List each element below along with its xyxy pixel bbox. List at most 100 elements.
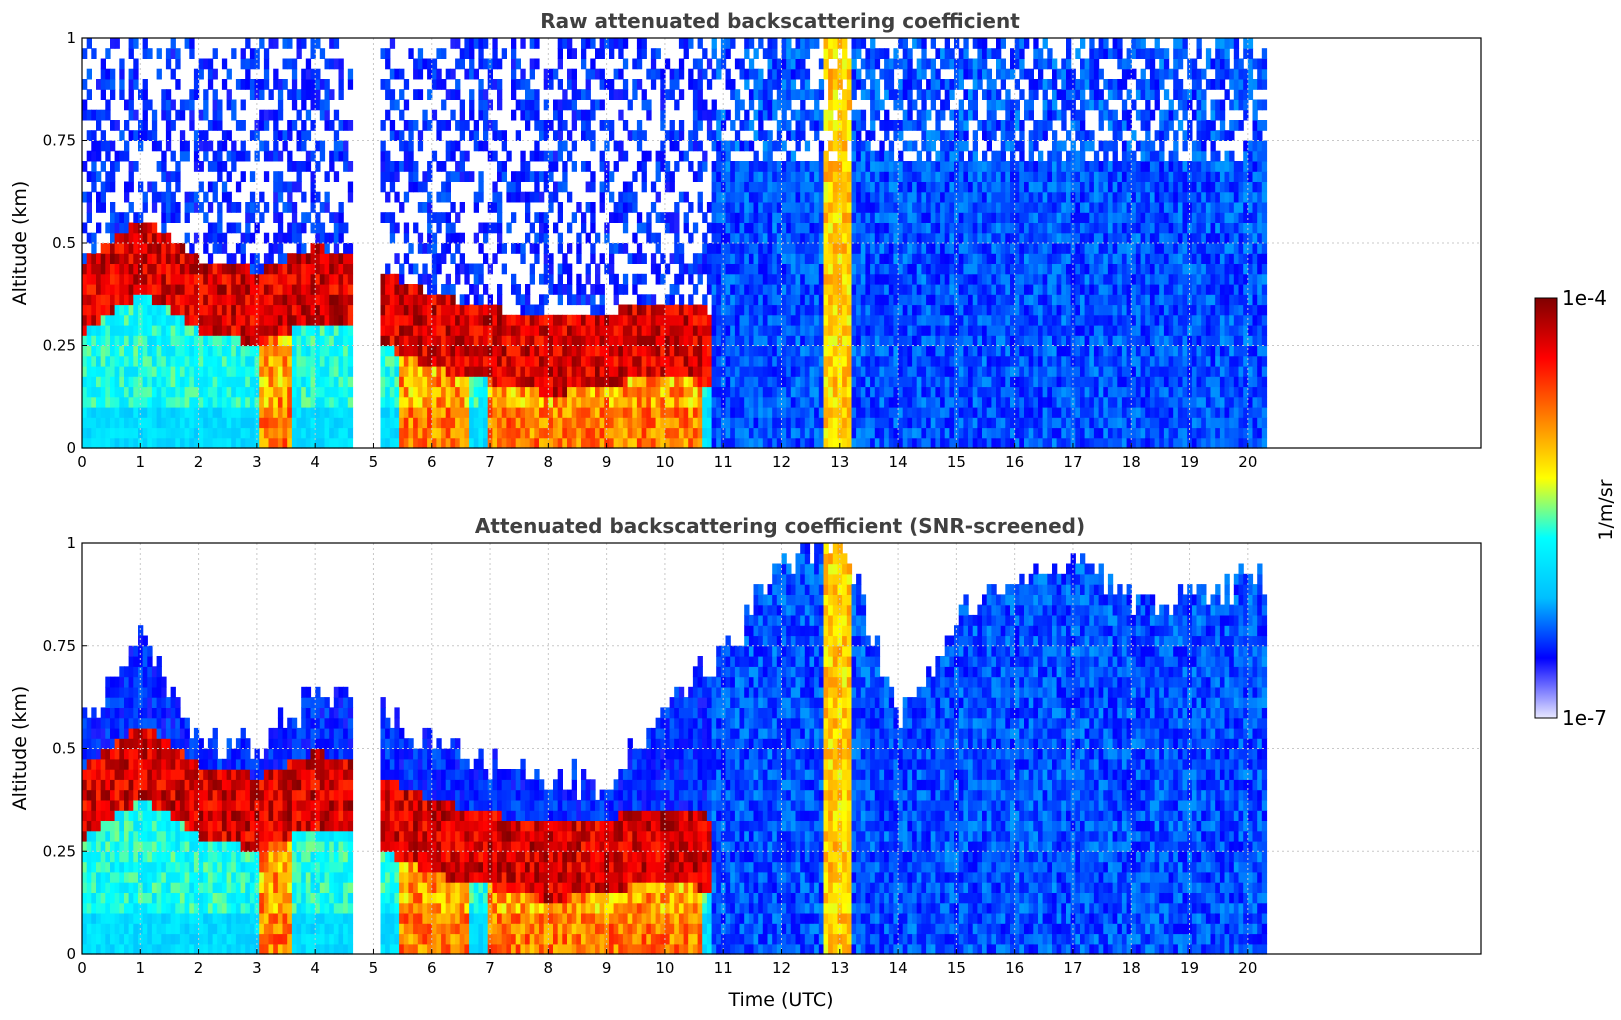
heatmap-cell	[543, 253, 549, 264]
heatmap-cell	[198, 273, 204, 285]
heatmap-cell	[585, 181, 591, 193]
heatmap-cell	[818, 273, 825, 285]
heatmap-cell	[142, 273, 148, 285]
heatmap-cell	[170, 284, 176, 295]
heatmap-cell	[842, 232, 848, 244]
heatmap-cell	[599, 48, 605, 59]
heatmap-cell	[804, 48, 811, 59]
heatmap-cell	[804, 407, 811, 418]
heatmap-cell	[142, 202, 148, 213]
heatmap-cell	[720, 109, 727, 121]
heatmap-cell	[776, 396, 783, 408]
heatmap-cell	[338, 376, 344, 388]
heatmap-cell	[310, 335, 316, 347]
heatmap-cell	[282, 325, 288, 336]
heatmap-cell	[893, 191, 899, 203]
heatmap-cell	[702, 386, 708, 398]
heatmap-cell	[781, 284, 787, 295]
heatmap-cell	[431, 366, 438, 377]
heatmap-cell	[96, 407, 102, 418]
heatmap-cell	[595, 437, 601, 449]
heatmap-cell	[697, 109, 703, 121]
heatmap-cell	[562, 314, 568, 326]
heatmap-cell	[543, 171, 549, 182]
heatmap-cell	[301, 222, 307, 234]
heatmap-cell	[268, 417, 274, 429]
heatmap-cell	[790, 417, 797, 429]
heatmap-cell	[165, 232, 172, 244]
heatmap-cell	[403, 345, 410, 357]
heatmap-cell	[795, 325, 801, 336]
heatmap-cell	[730, 304, 736, 316]
heatmap-cell	[329, 120, 335, 131]
heatmap-cell	[678, 273, 685, 285]
heatmap-cell	[539, 273, 545, 285]
heatmap-cell	[151, 253, 158, 264]
heatmap-cell	[170, 417, 176, 429]
heatmap-cell	[431, 427, 438, 439]
heatmap-cell	[664, 437, 671, 449]
heatmap-cell	[226, 130, 232, 141]
heatmap-cell	[189, 314, 195, 326]
heatmap-cell	[413, 181, 419, 193]
heatmap-cell	[781, 427, 787, 439]
heatmap-cell	[436, 212, 442, 223]
heatmap-cell	[189, 325, 195, 336]
heatmap-cell	[860, 150, 867, 162]
heatmap-cell	[898, 427, 904, 439]
heatmap-cell	[315, 68, 321, 80]
heatmap-cell	[604, 181, 610, 193]
heatmap-cell	[436, 79, 442, 90]
heatmap-cell	[389, 120, 396, 131]
heatmap-cell	[767, 273, 773, 285]
heatmap-cell	[170, 355, 176, 367]
heatmap-cell	[842, 325, 848, 336]
heatmap-cell	[170, 202, 176, 213]
heatmap-cell	[646, 150, 652, 162]
heatmap-cell	[832, 140, 839, 152]
heatmap-cell	[548, 314, 554, 326]
heatmap-cell	[436, 120, 442, 131]
heatmap-cell	[790, 325, 797, 336]
heatmap-cell	[786, 161, 792, 172]
heatmap-cell	[716, 427, 722, 439]
heatmap-cell	[795, 171, 801, 182]
heatmap-cell	[259, 335, 265, 347]
heatmap-cell	[338, 253, 344, 264]
heatmap-cell	[828, 325, 834, 336]
heatmap-cell	[413, 427, 419, 439]
heatmap-cell	[669, 345, 675, 357]
heatmap-cell	[305, 68, 312, 80]
heatmap-cell	[758, 38, 764, 49]
heatmap-cell	[422, 181, 428, 193]
heatmap-cell	[874, 181, 881, 193]
heatmap-cell	[613, 407, 619, 418]
heatmap-cell	[464, 325, 470, 336]
heatmap-cell	[553, 150, 559, 162]
heatmap-cell	[142, 243, 148, 254]
heatmap-cell	[762, 161, 769, 172]
heatmap-cell	[184, 202, 190, 213]
heatmap-cell	[441, 161, 447, 172]
heatmap-cell	[856, 140, 862, 152]
heatmap-cell	[315, 273, 321, 285]
heatmap-cell	[520, 427, 526, 439]
heatmap-cell	[170, 407, 176, 418]
heatmap-cell	[151, 345, 158, 357]
heatmap-cell	[767, 89, 773, 100]
heatmap-cell	[888, 304, 895, 316]
heatmap-cell	[823, 171, 829, 182]
heatmap-cell	[734, 232, 741, 244]
heatmap-cell	[231, 304, 237, 316]
heatmap-cell	[842, 89, 848, 100]
heatmap-cell	[511, 171, 517, 182]
heatmap-cell	[100, 273, 106, 285]
heatmap-cell	[627, 386, 633, 398]
heatmap-cell	[207, 304, 214, 316]
heatmap-cell	[96, 366, 102, 377]
heatmap-cell	[133, 79, 139, 90]
heatmap-cell	[609, 355, 615, 367]
heatmap-cell	[674, 161, 680, 172]
heatmap-cell	[193, 417, 200, 429]
heatmap-cell	[669, 284, 675, 295]
